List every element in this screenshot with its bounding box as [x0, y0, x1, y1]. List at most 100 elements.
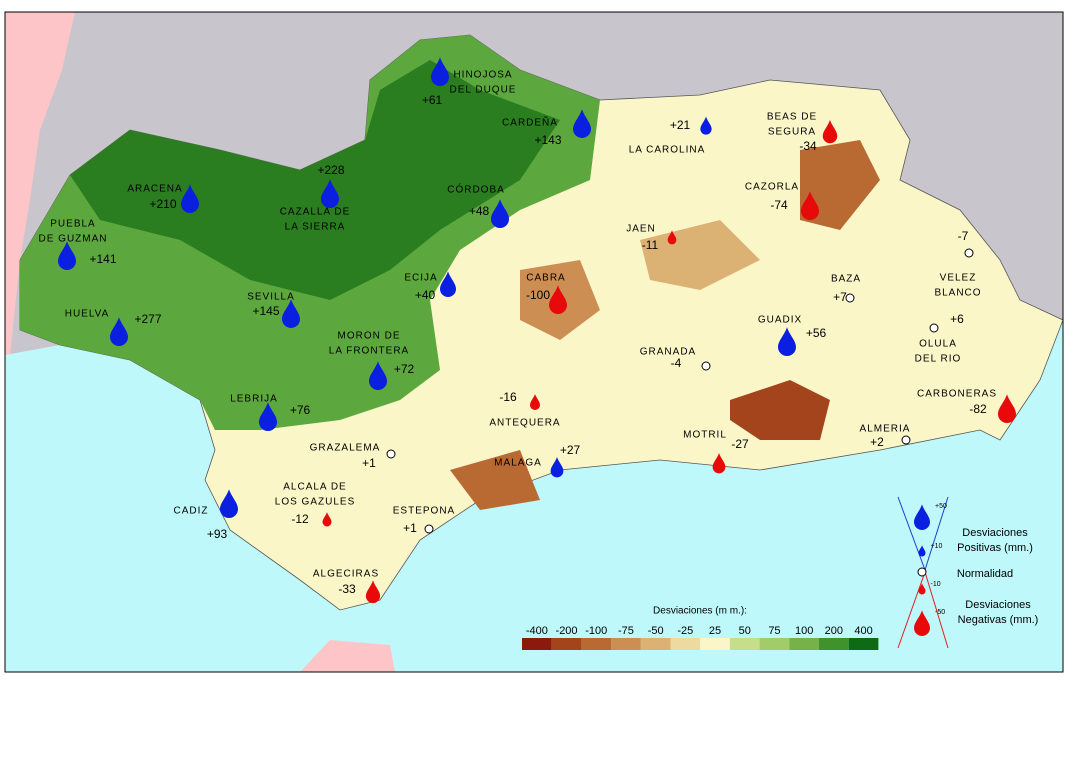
legend-drop: [914, 504, 930, 530]
scale-swatch: [670, 638, 701, 650]
legend-negative: Desviaciones: [965, 599, 1031, 611]
station-value: -27: [731, 437, 749, 451]
station-name: MALAGA: [494, 458, 542, 469]
scale-label: -50: [648, 625, 664, 637]
normal-marker: [845, 293, 855, 303]
dry-zone: [730, 380, 830, 440]
station-value: -16: [499, 390, 517, 404]
station-value: +6: [950, 312, 964, 326]
station-name: DEL RIO: [915, 354, 962, 365]
station-value: -74: [770, 198, 788, 212]
station-value: -11: [642, 238, 659, 252]
drop-marker: [491, 199, 509, 228]
scale-swatch: [819, 638, 849, 650]
drop-marker: [110, 317, 128, 346]
normal-marker: [386, 449, 396, 459]
drop-marker: [440, 271, 456, 297]
portugal: [5, 12, 75, 355]
africa: [300, 640, 395, 672]
station-value: +210: [149, 197, 176, 211]
station-value: +48: [469, 204, 490, 218]
station-name: CARDEÑA: [502, 116, 558, 129]
drop-marker: [369, 361, 387, 390]
drop-marker: [550, 456, 564, 478]
very-wet-zone: [70, 60, 560, 300]
legend-positive: Positivas (mm.): [957, 542, 1033, 554]
station-name: ALCALA DE: [283, 482, 346, 493]
station-value: -4: [671, 356, 682, 370]
drop-marker: [220, 489, 238, 518]
station-value: +228: [317, 163, 344, 177]
station-name: ECIJA: [404, 273, 437, 284]
legend-normal: [917, 567, 927, 577]
legend-line: [924, 571, 949, 649]
legend-line: [897, 571, 926, 649]
scale-swatch: [640, 638, 671, 650]
scale-label: 200: [825, 625, 843, 637]
normal-marker: [929, 323, 939, 333]
station-name: MORON DE: [338, 331, 401, 342]
station-value: +40: [415, 288, 436, 302]
station-value: +1: [403, 521, 417, 535]
station-value: +1: [362, 456, 376, 470]
scale-label: -400: [526, 625, 548, 637]
normal-marker: [964, 248, 974, 258]
scale-label: 25: [709, 625, 721, 637]
station-name: SEGURA: [768, 127, 816, 138]
station-name: LEBRIJA: [230, 394, 278, 405]
station-value: +2: [870, 435, 884, 449]
station-name: ESTEPONA: [393, 506, 455, 517]
scale-swatch: [729, 638, 760, 650]
station-name: CAZALLA DE: [280, 207, 351, 218]
frame: [4, 11, 1064, 673]
station-name: CÓRDOBA: [447, 183, 505, 196]
drop-marker: [322, 512, 332, 527]
drop-marker: [58, 241, 76, 270]
drop-marker: [549, 285, 567, 314]
drop-marker: [801, 191, 819, 220]
drop-marker: [282, 299, 300, 328]
station-value: +56: [806, 326, 827, 340]
legend-line: [924, 496, 949, 571]
legend-drop: [914, 610, 930, 636]
station-value: -33: [338, 582, 356, 596]
station-value: +72: [394, 362, 415, 376]
drop-marker: [712, 452, 726, 474]
drop-marker: [700, 116, 712, 135]
scale-label: -75: [618, 625, 634, 637]
station-name: LA SIERRA: [285, 222, 346, 233]
station-name: CARBONERAS: [917, 389, 997, 400]
scale-swatch: [581, 638, 612, 650]
drop-marker: [822, 120, 838, 144]
scale-label: 50: [739, 625, 751, 637]
scale-label: -25: [677, 625, 693, 637]
scale-label: 75: [768, 625, 780, 637]
station-value: +61: [422, 93, 443, 107]
scale-swatch: [522, 638, 552, 650]
station-name: OLULA: [919, 339, 957, 350]
legend-normal-label: Normalidad: [957, 568, 1013, 580]
normal-marker: [424, 524, 434, 534]
station-name: DEL DUQUE: [450, 85, 517, 96]
station-value: +93: [207, 527, 228, 541]
station-value: -7: [958, 229, 969, 243]
station-name: LOS GAZULES: [275, 497, 355, 508]
normal-marker: [901, 435, 911, 445]
station-name: VELEZ: [940, 273, 977, 284]
station-name: DE GUZMAN: [39, 234, 108, 245]
legend-symbol-label: -10: [931, 581, 941, 588]
station-value: +143: [534, 133, 561, 147]
station-name: MOTRIL: [683, 430, 727, 441]
scale-swatch: [611, 638, 641, 650]
station-value: +21: [670, 118, 691, 132]
scale-title: Desviaciones (m m.):: [653, 606, 747, 617]
legend-positive: Desviaciones: [962, 527, 1028, 539]
legend-drop: [918, 583, 926, 595]
station-name: CABRA: [526, 273, 565, 284]
station-value: +277: [134, 312, 161, 326]
station-value: +76: [290, 403, 311, 417]
station-name: HUELVA: [65, 309, 110, 320]
station-value: -34: [799, 139, 817, 153]
drop-marker: [573, 109, 591, 138]
